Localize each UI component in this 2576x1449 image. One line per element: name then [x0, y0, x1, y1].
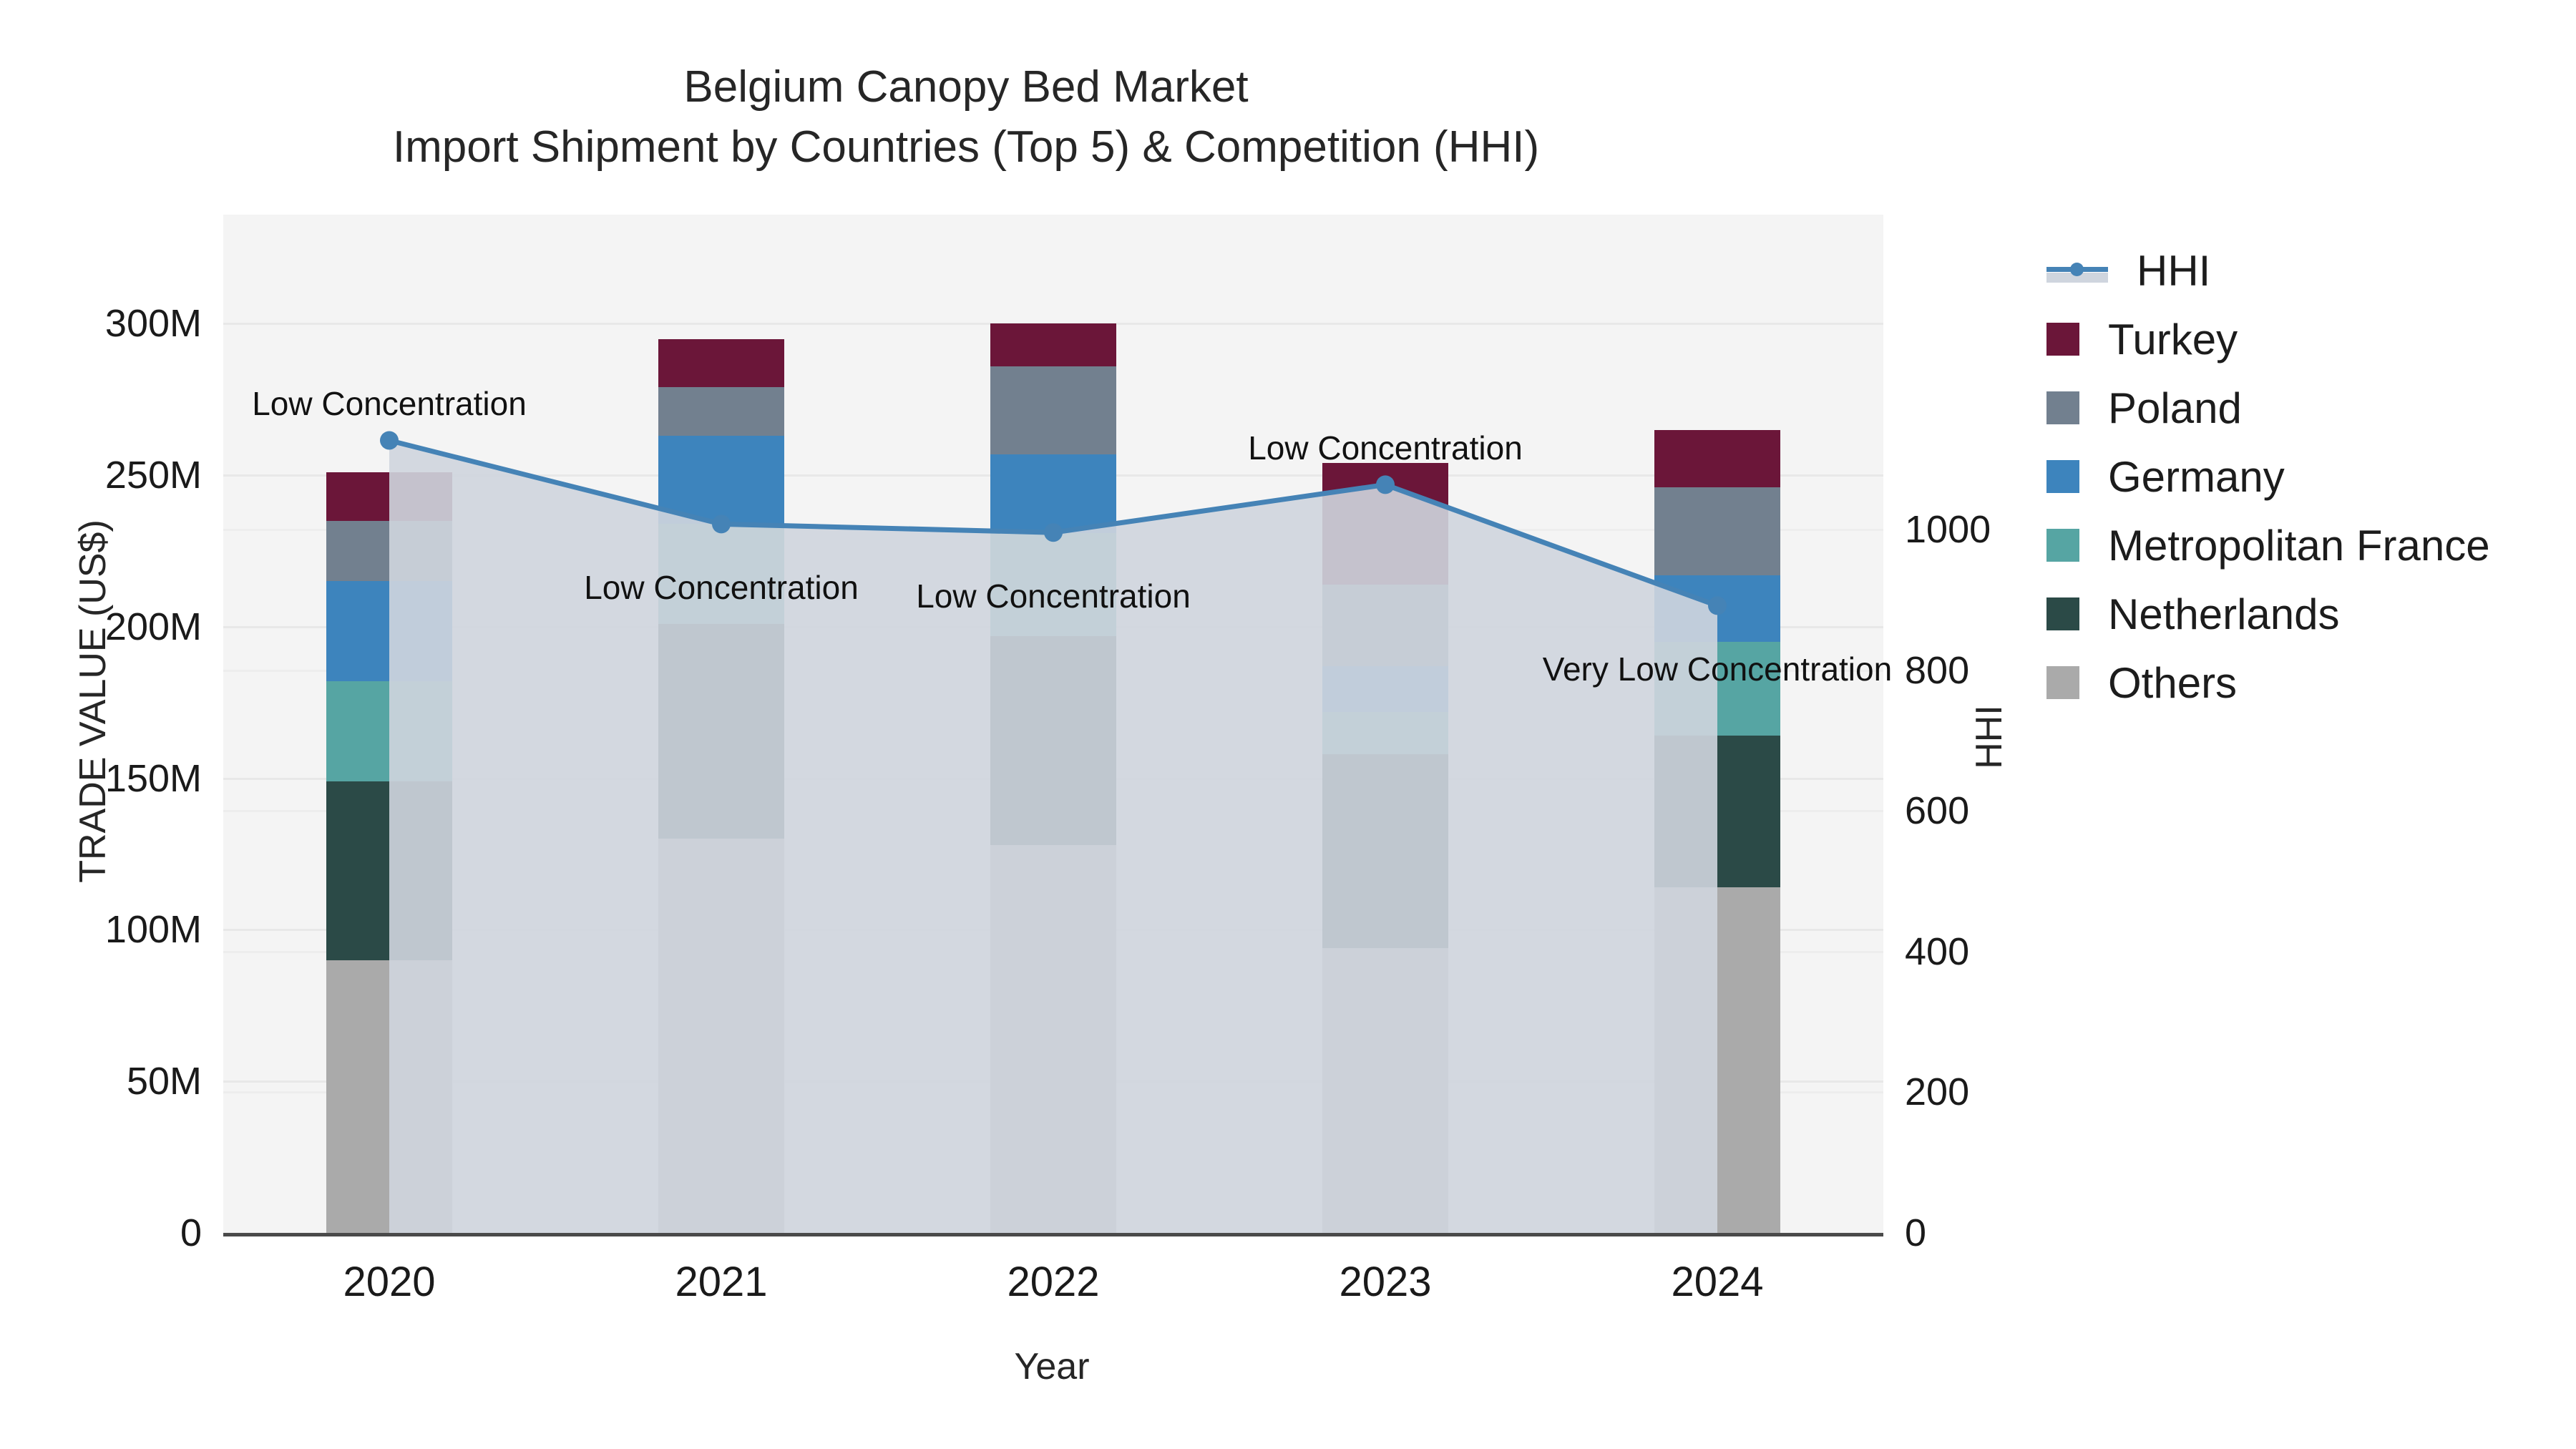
color-swatch-icon [2046, 460, 2079, 493]
legend: HHI Turkey Poland Germany Metropolitan Franc… [2046, 236, 2547, 717]
legend-label: Metropolitan France [2108, 521, 2490, 570]
legend-item-turkey[interactable]: Turkey [2046, 305, 2547, 374]
legend-item-poland[interactable]: Poland [2046, 374, 2547, 442]
hhi-area-fill [389, 440, 1717, 1233]
legend-label: Turkey [2108, 315, 2238, 364]
y-tick-left-50M: 50M [126, 1060, 202, 1103]
color-swatch-icon [2046, 391, 2079, 424]
hhi-point-2021[interactable] [712, 514, 731, 534]
hhi-point-2022[interactable] [1044, 523, 1063, 542]
legend-item-germany[interactable]: Germany [2046, 442, 2547, 511]
annotation-2024: Very Low Concentration [1542, 650, 1893, 688]
annotation-2023: Low Concentration [1248, 429, 1523, 467]
hhi-overlay [380, 431, 1727, 1233]
legend-label: Poland [2108, 384, 2242, 432]
legend-item-metropolitan-france[interactable]: Metropolitan France [2046, 511, 2547, 580]
legend-label: Others [2108, 658, 2238, 707]
annotation-2020: Low Concentration [252, 385, 527, 423]
chart-title: Belgium Canopy Bed Market Import Shipmen… [0, 57, 1932, 177]
hhi-markers [380, 431, 1727, 615]
y-tick-right-1000: 1000 [1905, 508, 1991, 552]
color-swatch-icon [2046, 666, 2079, 699]
bar-segment-turkey[interactable] [1654, 429, 1780, 488]
annotation-2022: Low Concentration [916, 577, 1191, 615]
y-tick-right-0: 0 [1905, 1211, 1927, 1254]
x-tick-2022: 2022 [1007, 1259, 1100, 1305]
x-tick-2021: 2021 [675, 1259, 768, 1305]
y-tick-right-800: 800 [1905, 648, 1970, 692]
y-axis-right-title: HHI [1968, 705, 2010, 769]
y-tick-left-300M: 300M [104, 302, 202, 346]
y-tick-left-100M: 100M [104, 908, 202, 952]
annotation-2021: Low Concentration [584, 569, 859, 607]
color-swatch-icon [2046, 323, 2079, 356]
y-tick-right-200: 200 [1905, 1070, 1970, 1114]
bar-segment-poland[interactable] [658, 387, 784, 436]
y-tick-right-400: 400 [1905, 930, 1970, 973]
bar-segment-turkey[interactable] [990, 323, 1116, 366]
x-tick-2023: 2023 [1339, 1259, 1432, 1305]
hhi-point-2023[interactable] [1376, 475, 1395, 494]
bar-segment-germany[interactable] [990, 454, 1116, 533]
y-tick-left-0: 0 [180, 1211, 202, 1254]
bar-segment-turkey[interactable] [658, 338, 784, 388]
x-tick-2024: 2024 [1671, 1259, 1764, 1305]
x-axis-line [223, 1233, 1883, 1236]
bar-segment-poland[interactable] [1654, 487, 1780, 575]
legend-label: HHI [2137, 246, 2211, 295]
x-tick-2020: 2020 [343, 1259, 436, 1305]
y-tick-right-600: 600 [1905, 789, 1970, 833]
legend-item-netherlands[interactable]: Netherlands [2046, 580, 2547, 648]
y-tick-left-150M: 150M [104, 756, 202, 800]
y-tick-left-250M: 250M [104, 454, 202, 497]
bar-segment-germany[interactable] [658, 436, 784, 524]
x-axis-title: Year [1014, 1346, 1090, 1387]
y-axis-left-title: TRADE VALUE (US$) [72, 519, 114, 883]
y-tick-left-200M: 200M [104, 605, 202, 648]
legend-item-others[interactable]: Others [2046, 648, 2547, 717]
chart-title-line-1: Belgium Canopy Bed Market [683, 62, 1249, 112]
legend-label: Netherlands [2108, 590, 2340, 638]
hhi-point-2020[interactable] [380, 431, 399, 450]
bar-segment-poland[interactable] [990, 366, 1116, 454]
chart-title-line-2: Import Shipment by Countries (Top 5) & C… [392, 122, 1540, 172]
legend-label: Germany [2108, 452, 2285, 501]
color-swatch-icon [2046, 597, 2079, 630]
legend-item-hhi[interactable]: HHI [2046, 236, 2547, 305]
hhi-point-2024[interactable] [1708, 596, 1727, 615]
color-swatch-icon [2046, 529, 2079, 562]
line-marker-icon [2046, 254, 2108, 287]
